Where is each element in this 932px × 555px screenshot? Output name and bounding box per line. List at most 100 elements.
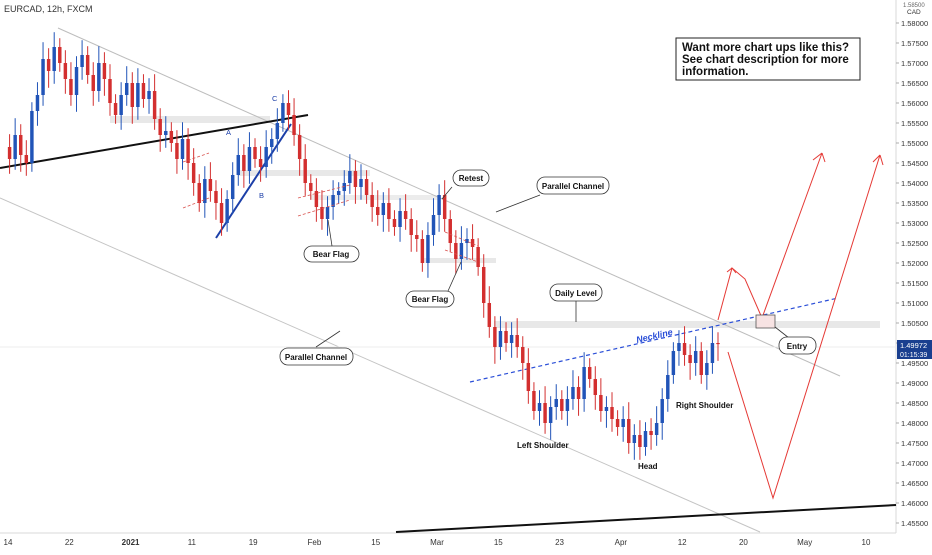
candle-bear xyxy=(141,83,146,99)
candle-bull xyxy=(671,351,676,375)
candle-bull xyxy=(13,135,17,159)
callout-parallel-channel-bottom[interactable]: Parallel Channel xyxy=(279,330,354,366)
channel-upper-line[interactable] xyxy=(57,27,841,377)
candle-bull xyxy=(230,175,235,199)
candle-bear xyxy=(320,207,324,219)
time-tick-label: 15 xyxy=(494,538,503,547)
callout-entry[interactable]: Entry xyxy=(774,326,817,355)
candle-bull xyxy=(275,123,280,139)
time-tick-label: 20 xyxy=(739,538,748,547)
parallel-channel-top-label: Parallel Channel xyxy=(542,182,604,191)
candle-bull xyxy=(459,243,464,259)
candle-bear xyxy=(526,363,531,391)
candle-bull xyxy=(632,435,637,443)
candle-bull xyxy=(270,139,274,147)
candle-bear xyxy=(309,183,313,191)
candle-bear xyxy=(493,327,497,347)
candle-bear xyxy=(19,135,23,155)
left-shoulder-label: Left Shoulder xyxy=(517,441,569,450)
candle-bear xyxy=(91,75,95,91)
candle-bull xyxy=(41,59,45,95)
candle-bull xyxy=(705,363,709,375)
price-axis-ticks: 1.58000 1.57500 1.57000 1.56500 1.56000 1.555… xyxy=(896,19,928,528)
candle-bear xyxy=(253,147,257,159)
candle-bear xyxy=(587,367,592,379)
candle-bear xyxy=(543,403,547,423)
parallel-channel-bottom-label: Parallel Channel xyxy=(285,353,347,362)
candle-bear xyxy=(197,183,201,203)
candle-bear xyxy=(649,431,653,435)
trendline-upper-black[interactable] xyxy=(0,114,309,169)
candle-bear xyxy=(387,203,391,219)
entry-label: Entry xyxy=(787,342,808,351)
candle-bear xyxy=(297,135,302,159)
candle-bull xyxy=(643,431,648,447)
trendline-lower-black[interactable] xyxy=(395,504,897,533)
channel-lower-line[interactable] xyxy=(0,197,761,533)
candle-bear xyxy=(521,347,525,363)
callout-daily-level[interactable]: Daily Level xyxy=(549,283,603,322)
candle-bear xyxy=(258,159,263,167)
candle-bear xyxy=(208,179,213,191)
price-tick-label: 1.55500 xyxy=(901,119,928,128)
price-tick-label: 1.55000 xyxy=(901,139,928,148)
candle-bear xyxy=(716,343,720,345)
info-box[interactable]: Want more chart ups like this? See chart… xyxy=(675,37,861,81)
zone-daily-level xyxy=(494,321,880,328)
candle-bull xyxy=(52,47,56,71)
candle-bear xyxy=(442,195,447,219)
candle-bear xyxy=(286,103,291,115)
candle-bull xyxy=(359,179,363,187)
price-tick-label: 1.50500 xyxy=(901,319,928,328)
candle-bull xyxy=(74,67,79,95)
candle-bull xyxy=(236,155,241,175)
daily-level-label: Daily Level xyxy=(555,289,597,298)
candle-bear xyxy=(7,147,12,159)
candle-bear xyxy=(186,139,190,163)
time-tick-label: 12 xyxy=(678,538,687,547)
candle-bull xyxy=(666,375,670,399)
candle-bear xyxy=(638,435,642,447)
info-line-2: See chart description for more xyxy=(682,54,849,66)
candle-bull xyxy=(398,211,402,227)
candle-bear xyxy=(699,351,703,375)
entry-box[interactable] xyxy=(755,314,776,329)
candle-bull xyxy=(342,183,346,191)
candle-bear xyxy=(599,395,603,411)
price-tick-label: 1.47000 xyxy=(901,459,928,468)
candle-bull xyxy=(677,343,681,351)
candle-bear xyxy=(158,119,162,135)
price-tick-label: 1.57000 xyxy=(901,59,928,68)
candle-bull xyxy=(325,207,330,219)
candle-bear xyxy=(454,243,458,259)
candle-bull xyxy=(331,195,335,207)
candle-bull xyxy=(35,95,40,111)
candle-bear xyxy=(470,239,475,247)
bear-flag-lines xyxy=(182,152,479,263)
callout-parallel-channel-top[interactable]: Parallel Channel xyxy=(495,176,610,213)
candle-bear xyxy=(175,143,179,159)
candle-bull xyxy=(509,335,514,343)
candle-bear xyxy=(63,63,68,79)
point-b-label: B xyxy=(259,191,264,200)
info-line-1: Want more chart ups like this? xyxy=(682,42,849,54)
time-tick-label: 11 xyxy=(188,538,197,547)
candle-bull xyxy=(381,203,386,215)
candle-bear xyxy=(214,191,218,203)
time-tick-label: 2021 xyxy=(122,538,140,547)
callout-bear-flag-2[interactable]: Bear Flag xyxy=(405,261,462,308)
price-axis-partial-label: 1.58500 xyxy=(903,3,925,9)
candle-bear xyxy=(593,379,598,395)
candle-bear xyxy=(576,387,581,399)
candle-bull xyxy=(119,95,123,115)
price-tick-label: 1.53500 xyxy=(901,199,928,208)
candle-bear xyxy=(409,219,413,235)
price-tick-label: 1.52500 xyxy=(901,239,928,248)
callout-bear-flag-1[interactable]: Bear Flag xyxy=(303,219,360,263)
projection-alt-path xyxy=(727,154,881,500)
candle-bull xyxy=(465,239,469,243)
callout-retest[interactable]: Retest xyxy=(441,169,490,200)
price-tick-label: 1.46000 xyxy=(901,499,928,508)
price-tick-label: 1.48500 xyxy=(901,399,928,408)
